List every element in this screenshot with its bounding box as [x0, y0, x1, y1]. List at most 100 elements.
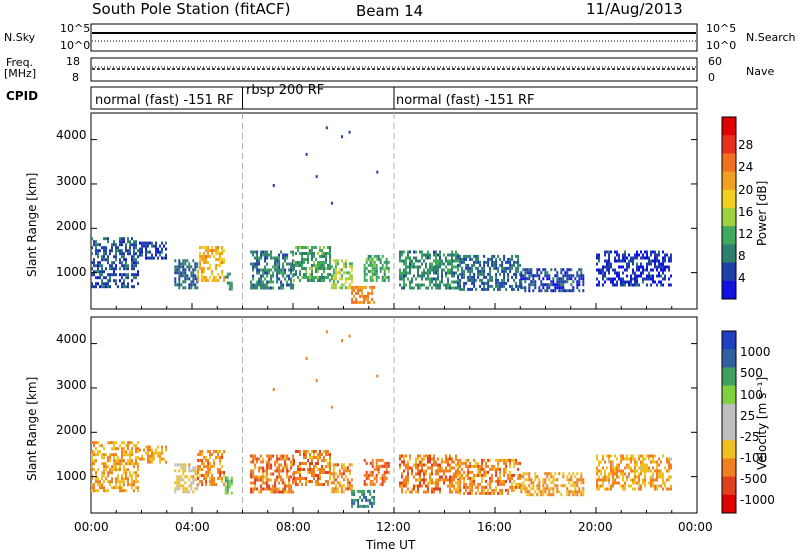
echo-cell	[487, 278, 490, 282]
echo-cell	[346, 277, 349, 281]
echo-cell	[491, 275, 494, 279]
echo-cell	[346, 286, 349, 290]
echo-cell	[646, 253, 648, 257]
echo-cell	[441, 466, 443, 470]
echo-cell	[293, 459, 295, 462]
echo-cell	[467, 266, 470, 270]
echo-cell	[317, 252, 319, 255]
echo-cell	[660, 262, 662, 266]
echo-cell	[481, 278, 484, 282]
echo-cell	[205, 246, 208, 249]
echo-cell	[258, 475, 261, 479]
echo-cell	[280, 463, 283, 467]
echo-cell	[221, 273, 224, 276]
echo-cell	[327, 450, 329, 453]
echo-cell	[427, 466, 429, 470]
echo-cell	[207, 468, 210, 471]
echo-cell	[113, 240, 115, 244]
echo-cell	[286, 484, 289, 488]
echo-cell	[182, 259, 185, 263]
echo-cell	[465, 281, 468, 285]
echo-cell	[192, 259, 195, 263]
echo-cell	[213, 459, 216, 462]
echo-cell	[97, 270, 99, 274]
echo-cell	[524, 289, 527, 293]
echo-cell	[377, 458, 380, 462]
echo-cell	[403, 283, 405, 287]
echo-cell	[321, 261, 323, 264]
echo-cell	[155, 241, 157, 245]
echo-cell	[311, 273, 313, 276]
echo-cell	[606, 268, 608, 272]
echo-cell	[369, 291, 372, 295]
echo-cell	[517, 485, 520, 489]
echo-cell	[203, 279, 206, 282]
echo-cell	[628, 283, 630, 287]
echo-cell	[305, 477, 307, 480]
echo-cell	[199, 453, 202, 456]
echo-cell	[307, 471, 309, 474]
echo-cell	[282, 478, 285, 482]
echo-cell	[509, 464, 512, 468]
echo-cell	[564, 271, 567, 275]
echo-cell	[515, 485, 518, 489]
echo-cell	[205, 465, 208, 468]
echo-cell	[634, 481, 636, 485]
echo-cell	[485, 491, 488, 495]
echo-cell	[213, 249, 216, 252]
echo-cell	[572, 274, 575, 278]
echo-cell	[278, 262, 281, 266]
echo-cell	[336, 271, 339, 275]
echo-cell	[334, 484, 337, 488]
echo-cell	[205, 249, 208, 252]
echo-cell	[311, 279, 313, 282]
echo-cell	[369, 263, 372, 267]
echo-cell	[363, 263, 366, 267]
echo-cell	[211, 453, 214, 456]
echo-cell	[346, 271, 349, 275]
echo-cell	[552, 289, 555, 293]
echo-cell	[377, 275, 380, 279]
echo-cell	[309, 465, 311, 468]
echo-cell	[93, 450, 95, 454]
echo-cell	[367, 291, 370, 295]
echo-cell	[532, 487, 535, 491]
echo-cell	[226, 479, 229, 483]
echo-cell	[449, 457, 451, 461]
echo-cell	[327, 264, 329, 267]
echo-cell	[387, 470, 390, 474]
echo-cell	[367, 254, 370, 258]
echo-cell	[219, 471, 222, 474]
echo-cell	[598, 253, 600, 257]
echo-cell	[105, 276, 107, 280]
echo-cell	[495, 272, 498, 276]
echo-cell	[616, 475, 618, 479]
echo-cell	[602, 271, 604, 275]
echo-cell	[230, 479, 233, 483]
echo-cell	[544, 268, 547, 272]
echo-cell	[626, 262, 628, 266]
echo-cell	[501, 281, 504, 285]
echo-cell	[286, 253, 289, 257]
echo-cell	[184, 262, 187, 266]
echo-cell	[642, 271, 644, 275]
echo-cell	[602, 475, 604, 479]
echo-cell	[157, 451, 159, 455]
echo-cell	[604, 253, 606, 257]
echo-cell	[266, 475, 269, 479]
echo-cell	[552, 283, 555, 287]
echo-cell	[141, 250, 143, 254]
echo-cell	[604, 472, 606, 476]
echo-cell	[137, 450, 139, 454]
echo-cell	[284, 484, 287, 488]
echo-cell	[133, 264, 135, 268]
axes	[90, 139, 698, 513]
echo-cell	[381, 275, 384, 279]
echo-cell	[403, 469, 405, 473]
echo-cell	[99, 243, 101, 247]
echo-cell	[350, 463, 353, 467]
echo-cell	[457, 281, 460, 285]
echo-cell	[463, 470, 466, 474]
echo-cell	[97, 489, 99, 493]
echo-cell	[192, 481, 195, 485]
